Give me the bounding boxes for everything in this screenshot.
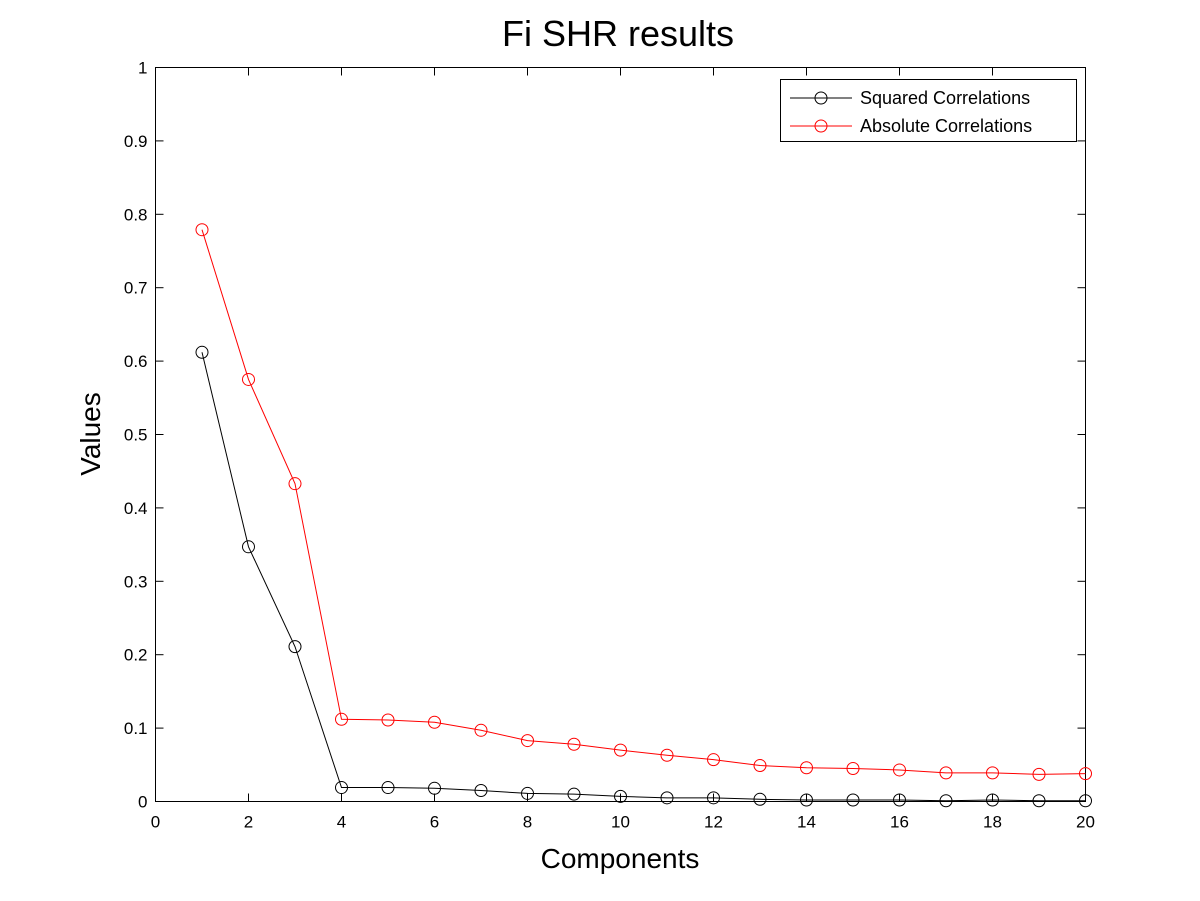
data-point <box>521 786 534 800</box>
data-point <box>800 793 813 807</box>
data-point <box>1079 767 1092 781</box>
y-tick-label: 0 <box>138 793 147 812</box>
x-tick-label: 10 <box>611 813 630 832</box>
y-tick-label: 0.9 <box>124 132 148 151</box>
x-tick-label: 12 <box>704 813 723 832</box>
data-point <box>335 781 348 795</box>
data-point <box>939 794 953 808</box>
data-point <box>660 791 674 805</box>
data-point <box>846 793 860 807</box>
series-absolute-correlations <box>195 223 1092 781</box>
data-point <box>428 715 441 729</box>
y-tick-label: 0.7 <box>124 279 148 298</box>
data-point <box>614 743 627 757</box>
data-point <box>288 477 302 491</box>
legend-marker <box>814 91 828 105</box>
x-axis-title: Components <box>541 843 700 874</box>
y-tick-label: 0.3 <box>124 572 148 591</box>
data-point <box>753 792 767 806</box>
data-point <box>800 761 813 775</box>
y-tick-label: 0.1 <box>124 719 148 738</box>
data-point <box>242 372 255 386</box>
data-point <box>939 766 953 780</box>
data-point <box>381 781 395 795</box>
chart-title: Fi SHR results <box>502 13 734 54</box>
y-tick-label: 0.5 <box>124 426 148 445</box>
data-point <box>893 763 906 777</box>
x-tick-label: 2 <box>244 813 253 832</box>
data-point <box>893 793 906 807</box>
data-point <box>474 783 488 797</box>
x-tick-label: 16 <box>890 813 909 832</box>
data-point <box>846 761 860 775</box>
y-tick-label: 0.8 <box>124 205 148 224</box>
data-point <box>707 753 720 767</box>
x-tick-label: 8 <box>523 813 532 832</box>
data-point <box>381 713 395 727</box>
legend-marker <box>814 119 828 133</box>
data-point <box>1032 794 1046 808</box>
x-tick-label: 14 <box>797 813 816 832</box>
data-point <box>660 748 674 762</box>
series-squared-correlations <box>195 345 1092 808</box>
legend-label: Absolute Correlations <box>860 116 1032 136</box>
plot-area <box>155 67 1086 802</box>
y-axis-title: Values <box>75 392 106 476</box>
legend-label: Squared Correlations <box>860 88 1030 108</box>
data-point <box>1079 794 1092 808</box>
x-tick-label: 20 <box>1076 813 1095 832</box>
y-tick-label: 0.2 <box>124 646 148 665</box>
series-line <box>201 229 1086 775</box>
series-line <box>201 352 1086 802</box>
data-point <box>567 787 581 801</box>
x-tick-label: 0 <box>151 813 160 832</box>
x-tick-label: 18 <box>983 813 1002 832</box>
data-point <box>428 781 441 795</box>
data-point <box>521 734 534 748</box>
legend: Squared Correlations Absolute Correlation… <box>780 79 1077 142</box>
y-tick-label: 0.6 <box>124 352 148 371</box>
data-point <box>614 789 627 803</box>
data-point <box>567 737 581 751</box>
y-tick-label: 1 <box>138 59 147 78</box>
legend-box <box>780 79 1077 142</box>
x-tick-label: 4 <box>337 813 346 832</box>
data-point <box>242 540 255 554</box>
data-point <box>288 640 302 654</box>
data-point <box>195 345 209 359</box>
series-layer <box>195 223 1092 808</box>
data-point <box>753 759 767 773</box>
data-point <box>986 793 999 807</box>
data-point <box>707 791 720 805</box>
data-point <box>1032 767 1046 781</box>
data-point <box>986 766 999 780</box>
x-tick-label: 6 <box>430 813 439 832</box>
y-tick-label: 0.4 <box>124 499 148 518</box>
data-point <box>474 723 488 737</box>
data-point <box>335 712 348 726</box>
data-point <box>195 223 209 237</box>
